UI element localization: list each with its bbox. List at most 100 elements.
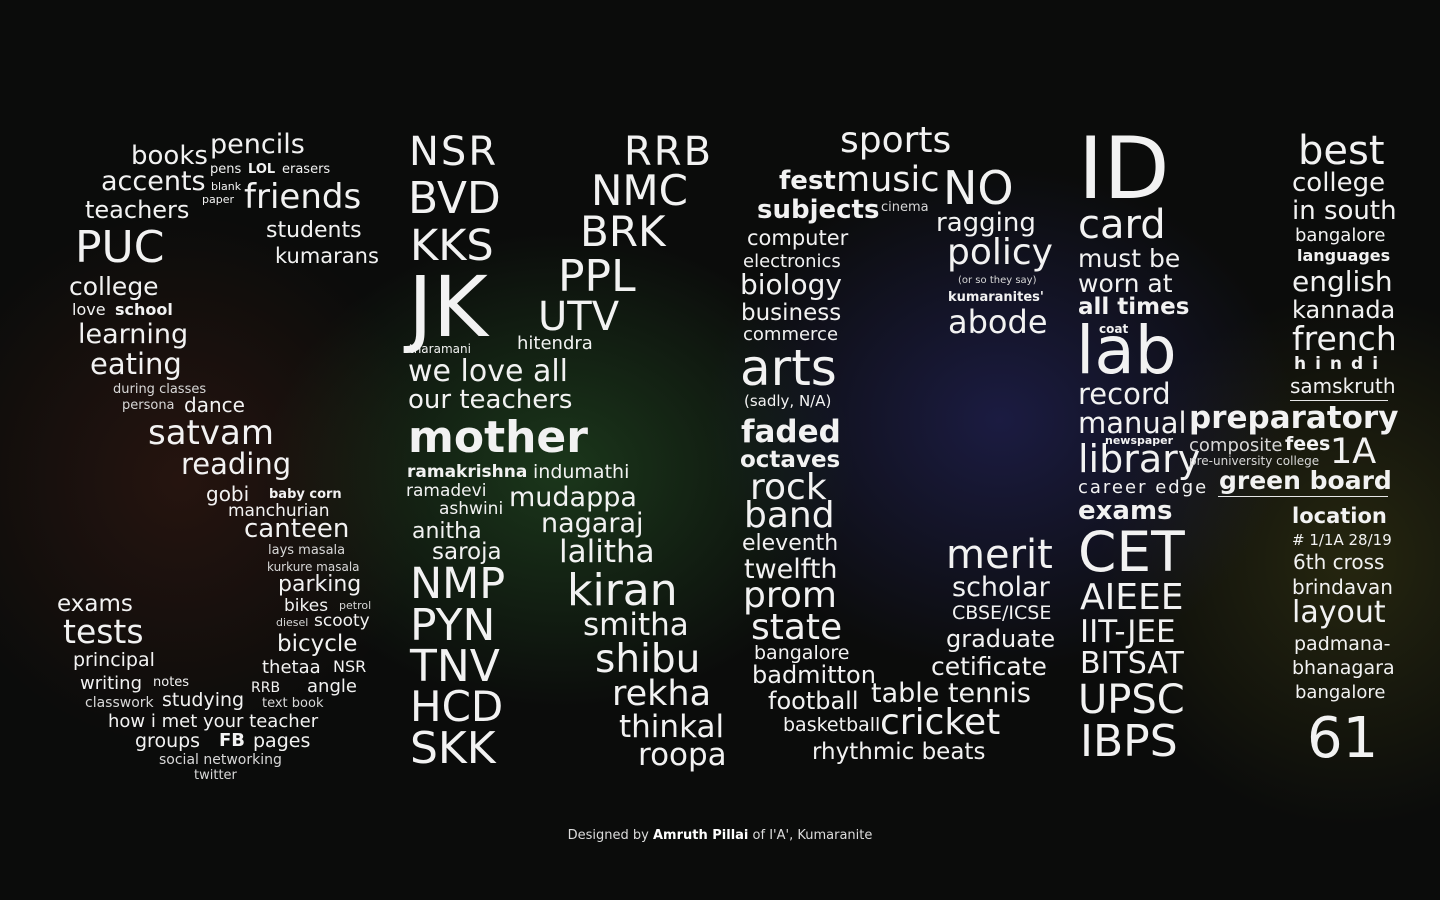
word: all times bbox=[1078, 294, 1190, 320]
word: twitter bbox=[194, 768, 237, 783]
word: graduate bbox=[946, 625, 1056, 653]
word: in south bbox=[1292, 196, 1397, 226]
word: 1A bbox=[1330, 432, 1377, 472]
word: books bbox=[131, 141, 208, 171]
word: merit bbox=[946, 532, 1053, 578]
word: green board bbox=[1219, 466, 1392, 495]
word: coat bbox=[1099, 322, 1129, 336]
word: bangalore bbox=[1295, 225, 1386, 246]
word: commerce bbox=[743, 324, 839, 345]
word: subjects bbox=[757, 195, 880, 225]
word: ragging bbox=[936, 208, 1036, 238]
word: mudappa bbox=[509, 482, 637, 513]
word: reading bbox=[181, 447, 292, 481]
word: abode bbox=[948, 303, 1048, 341]
word: AIEEE bbox=[1080, 577, 1184, 618]
word: cetificate bbox=[931, 652, 1047, 681]
word: basketball bbox=[783, 714, 881, 736]
word: love bbox=[72, 300, 106, 319]
word: NO bbox=[943, 161, 1014, 215]
word: bicycle bbox=[277, 631, 358, 657]
word: college bbox=[69, 272, 159, 301]
word: must be bbox=[1078, 244, 1181, 273]
credit-line: Designed by Amruth Pillai of I'A', Kumar… bbox=[0, 828, 1440, 843]
word: bangalore bbox=[754, 642, 850, 664]
word: kumaranites' bbox=[948, 290, 1044, 305]
word: career edge bbox=[1078, 477, 1209, 498]
word: pencils bbox=[210, 129, 305, 160]
word: prom bbox=[743, 575, 837, 616]
word: record bbox=[1078, 377, 1171, 411]
word: CBSE/ICSE bbox=[952, 602, 1052, 624]
word: HCD bbox=[410, 682, 504, 731]
word: thetaa bbox=[262, 657, 321, 678]
word: location bbox=[1292, 504, 1387, 528]
word: SKK bbox=[410, 723, 496, 774]
word: shibu bbox=[595, 637, 701, 682]
credit-suffix: of I'A', Kumaranite bbox=[752, 828, 873, 843]
word: padmana- bbox=[1294, 633, 1391, 655]
word: BRK bbox=[580, 207, 666, 256]
word: college bbox=[1292, 168, 1386, 198]
word: computer bbox=[747, 226, 849, 250]
word: badmitton bbox=[752, 661, 876, 689]
divider bbox=[1218, 496, 1388, 497]
word: groups bbox=[135, 730, 201, 752]
word: learning bbox=[78, 319, 189, 350]
word: KKS bbox=[410, 221, 494, 271]
word: CET bbox=[1078, 520, 1185, 584]
word: electronics bbox=[743, 251, 841, 272]
word: our teachers bbox=[408, 385, 573, 415]
word: blank bbox=[211, 180, 242, 193]
word: RRB bbox=[624, 129, 714, 175]
word: state bbox=[751, 607, 843, 648]
word: # 1/1A 28/19 bbox=[1292, 531, 1392, 549]
word: angle bbox=[307, 676, 357, 697]
word: (sadly, N/A) bbox=[744, 392, 832, 410]
word: eating bbox=[90, 347, 182, 381]
word: tests bbox=[63, 612, 144, 651]
word: sports bbox=[840, 120, 952, 161]
word: best bbox=[1298, 128, 1385, 174]
word: bhanagara bbox=[1292, 657, 1395, 679]
word: kumarans bbox=[275, 244, 379, 268]
word: card bbox=[1078, 202, 1166, 248]
word: arts bbox=[740, 339, 837, 397]
word: PUC bbox=[75, 222, 165, 273]
word: composite bbox=[1189, 435, 1283, 456]
word: how i met your teacher bbox=[108, 711, 319, 732]
word: indumathi bbox=[533, 461, 630, 483]
word: bangalore bbox=[1295, 682, 1386, 703]
word: PPL bbox=[558, 251, 636, 302]
word: exams bbox=[1078, 496, 1173, 526]
word: BVD bbox=[408, 173, 501, 224]
word: layout bbox=[1292, 595, 1386, 630]
credit-author: Amruth Pillai bbox=[653, 828, 749, 843]
word: library bbox=[1078, 437, 1201, 481]
word: text book bbox=[262, 696, 324, 711]
word: faded bbox=[741, 414, 841, 450]
word: UPSC bbox=[1078, 677, 1185, 723]
word: kurkure masala bbox=[267, 560, 360, 574]
word: languages bbox=[1297, 246, 1391, 265]
word: anitha bbox=[412, 519, 482, 544]
word: accents bbox=[101, 166, 206, 197]
word: notes bbox=[153, 675, 190, 690]
word: dance bbox=[184, 393, 245, 417]
word: kannada bbox=[1292, 296, 1396, 324]
word: social networking bbox=[159, 752, 282, 768]
word: samskruth bbox=[1290, 374, 1396, 398]
word: exams bbox=[57, 591, 133, 617]
word: football bbox=[768, 687, 859, 715]
word: LOL bbox=[248, 162, 276, 177]
word: parking bbox=[278, 572, 362, 597]
word: fees bbox=[1285, 433, 1331, 455]
word: brindavan bbox=[1292, 575, 1393, 599]
word: 61 bbox=[1307, 706, 1379, 771]
credit-prefix: Designed by bbox=[567, 828, 649, 843]
word: FB bbox=[219, 730, 246, 751]
word: manual bbox=[1078, 406, 1187, 440]
word: business bbox=[741, 300, 842, 326]
word: scooty bbox=[314, 611, 370, 631]
word: rekha bbox=[612, 674, 712, 714]
